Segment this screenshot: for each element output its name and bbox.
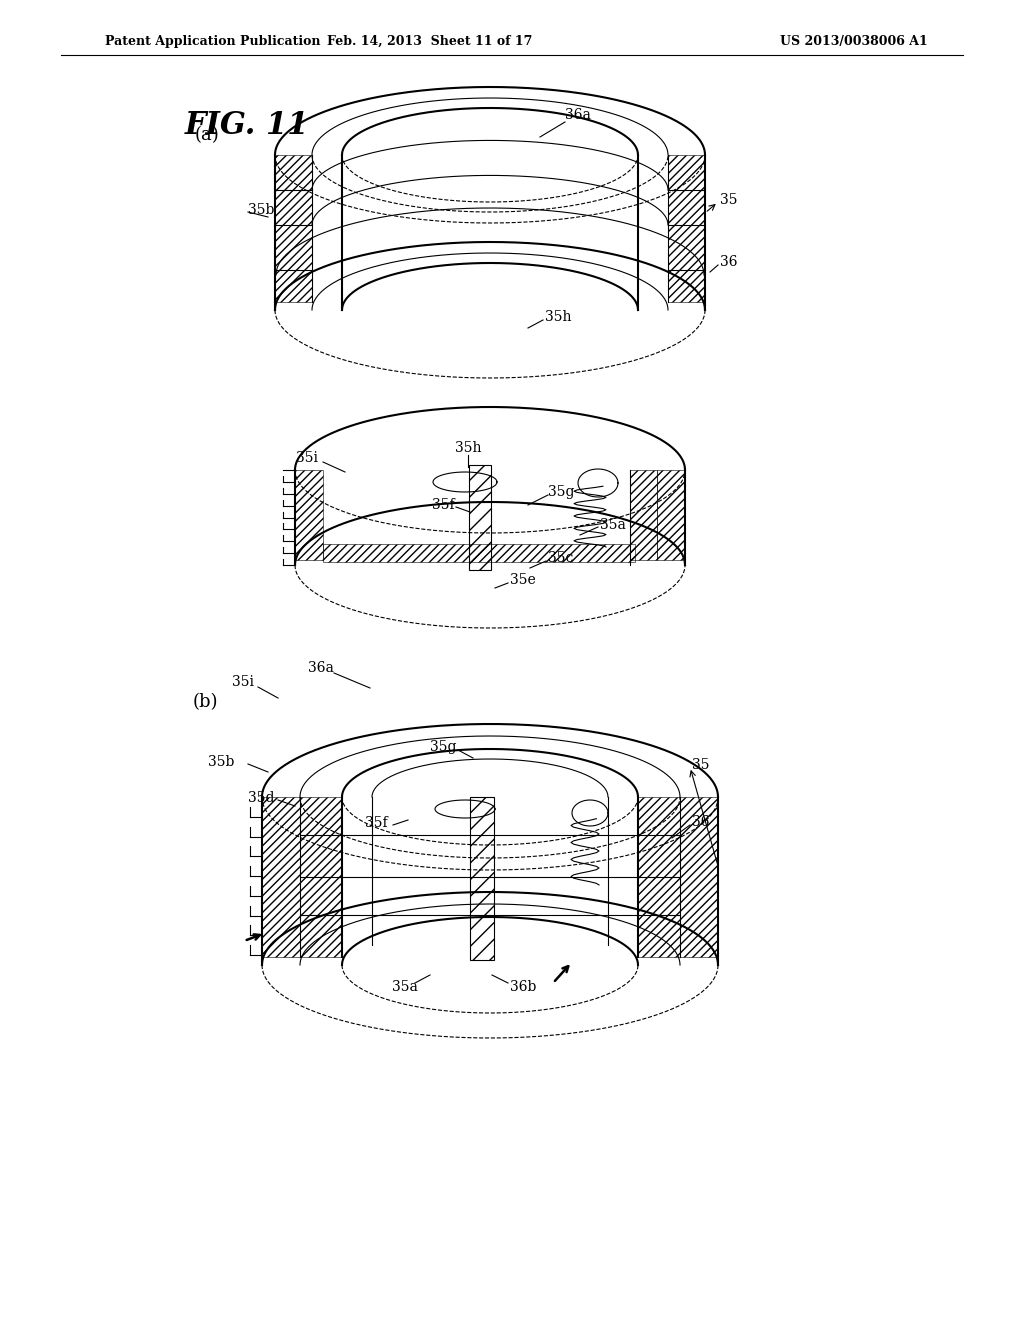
Text: 35f: 35f: [432, 498, 455, 512]
Bar: [300, 797, 342, 957]
Text: 36: 36: [692, 814, 710, 829]
Text: 35g: 35g: [548, 484, 574, 499]
Bar: [638, 797, 680, 957]
Text: 36a: 36a: [308, 661, 334, 675]
Bar: [469, 465, 490, 570]
Bar: [657, 470, 685, 560]
Text: (b): (b): [193, 693, 218, 711]
Text: 36a: 36a: [565, 108, 591, 121]
Text: Feb. 14, 2013  Sheet 11 of 17: Feb. 14, 2013 Sheet 11 of 17: [328, 36, 532, 48]
Text: FIG. 11: FIG. 11: [185, 110, 309, 141]
Bar: [680, 797, 718, 957]
Text: (a): (a): [195, 125, 220, 144]
Text: 35i: 35i: [296, 451, 318, 465]
Text: 35: 35: [692, 758, 710, 772]
Text: US 2013/0038006 A1: US 2013/0038006 A1: [780, 36, 928, 48]
Bar: [470, 797, 494, 960]
Text: 36: 36: [720, 255, 737, 269]
Bar: [668, 154, 705, 302]
Text: 35: 35: [720, 193, 737, 207]
Text: 35c: 35c: [548, 550, 573, 565]
Text: 35b: 35b: [248, 203, 274, 216]
Text: 36b: 36b: [510, 979, 537, 994]
Text: 35d: 35d: [248, 791, 274, 805]
Text: 35h: 35h: [455, 441, 481, 455]
Text: 35e: 35e: [510, 573, 536, 587]
Bar: [295, 470, 323, 560]
Bar: [630, 470, 657, 560]
Text: 35a: 35a: [600, 517, 626, 532]
Text: 35f: 35f: [365, 816, 388, 830]
Text: 35g: 35g: [430, 741, 457, 754]
Text: 35i: 35i: [232, 675, 254, 689]
Text: Patent Application Publication: Patent Application Publication: [105, 36, 321, 48]
Bar: [323, 544, 635, 562]
Text: 35h: 35h: [545, 310, 571, 323]
Bar: [275, 154, 312, 302]
Bar: [262, 797, 300, 957]
Text: 35b: 35b: [208, 755, 234, 770]
Text: 35a: 35a: [392, 979, 418, 994]
